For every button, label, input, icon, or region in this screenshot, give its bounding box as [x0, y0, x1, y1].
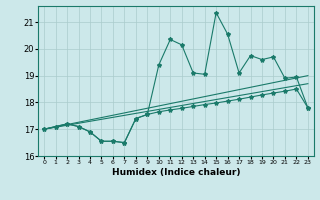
- X-axis label: Humidex (Indice chaleur): Humidex (Indice chaleur): [112, 168, 240, 177]
